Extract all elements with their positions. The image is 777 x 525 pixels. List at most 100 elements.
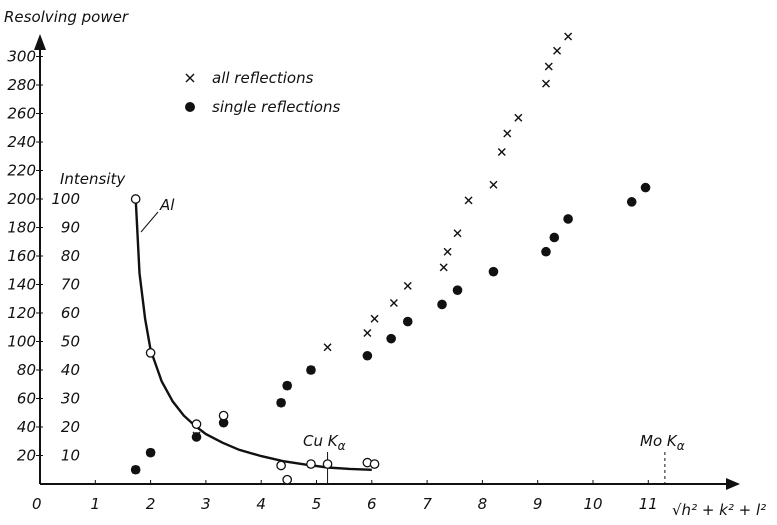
legend-label-single-reflections: single reflections (212, 98, 340, 116)
all-reflections-point (444, 248, 451, 255)
all-reflections-point (390, 300, 397, 307)
all-reflections-point (498, 148, 505, 155)
al-intensity-point (192, 420, 200, 428)
intensity-tick-label: 50 (61, 333, 80, 351)
single-reflections-point (549, 233, 559, 243)
intensity-tick-label: 100 (51, 190, 80, 208)
single-reflections-point (403, 317, 413, 327)
x-tick-label: 4 (256, 495, 266, 513)
intensity-tick-label: 90 (61, 219, 80, 237)
single-reflections-point (437, 300, 447, 310)
legend: all reflections single reflections (185, 69, 340, 116)
x-tick-label: 8 (478, 495, 488, 513)
x-tick-label: 5 (312, 495, 322, 513)
x-tick-label: 2 (146, 495, 156, 513)
all-reflections-point (490, 181, 497, 188)
al-fit-curve (136, 199, 372, 470)
x-axis-arrow (726, 478, 740, 490)
y-tick-label: 120 (7, 304, 36, 322)
single-reflections-point (306, 365, 316, 375)
all-reflections-point (565, 33, 572, 40)
intensity-tick-label: 10 (61, 447, 80, 465)
single-reflections-point (627, 197, 637, 207)
intensity-tick-label: 30 (61, 390, 80, 408)
al-intensity-point (219, 411, 227, 419)
y-tick-label: 240 (7, 133, 36, 151)
all-reflections-point (404, 282, 411, 289)
y-tick-label: 180 (7, 219, 36, 237)
y-tick-label: 260 (7, 105, 36, 123)
al-intensity-point (131, 195, 139, 203)
y-tick-label: 40 (17, 418, 36, 436)
x-tick-label: 0 (32, 495, 42, 513)
y-tick-label: 100 (7, 333, 36, 351)
x-tick-label: 1 (91, 495, 101, 513)
x-tick-label: 6 (367, 495, 377, 513)
intensity-tick-label: 80 (61, 247, 80, 265)
all-reflections-point (554, 47, 561, 54)
intensity-tick-label: 60 (61, 304, 80, 322)
y-tick-label: 280 (7, 76, 36, 94)
single-reflections-point (563, 214, 573, 224)
single-reflections-point (641, 183, 651, 193)
all-reflections-point (324, 344, 331, 351)
fit-curve-layer: Al (136, 196, 372, 470)
al-label-leader (141, 212, 158, 232)
y-tick-label: 300 (7, 48, 36, 66)
y-tick-label: 60 (17, 390, 36, 408)
x-tick-label: 9 (533, 495, 543, 513)
legend-symbol-single-reflections (185, 102, 195, 112)
al-intensity-point (283, 476, 291, 484)
al-intensity-point (323, 460, 331, 468)
x-axis-title: √h² + k² + l² (672, 501, 766, 519)
all-reflections-point (440, 264, 447, 271)
x-tick-label: 11 (639, 495, 658, 513)
single-reflections-point (146, 448, 156, 458)
x-tick-label: 7 (422, 495, 432, 513)
single-reflections-point (363, 351, 373, 361)
points-layer (131, 33, 650, 484)
all-reflections-point (454, 230, 461, 237)
y-tick-label: 200 (7, 190, 36, 208)
all-reflections-point (504, 130, 511, 137)
intensity-axis-title: Intensity (60, 170, 126, 188)
al-intensity-point (146, 349, 154, 357)
single-reflections-point (541, 247, 551, 257)
mo-k-alpha-label: Mo Kα (640, 432, 685, 453)
single-reflections-point (276, 398, 286, 408)
legend-symbol-all-reflections (186, 74, 194, 82)
single-reflections-point (131, 465, 141, 475)
al-curve-label: Al (159, 196, 175, 214)
all-reflections-point (371, 315, 378, 322)
y-tick-label: 140 (7, 276, 36, 294)
al-intensity-point (370, 460, 378, 468)
all-reflections-point (542, 80, 549, 87)
single-reflections-point (453, 285, 463, 295)
single-reflections-point (489, 267, 499, 277)
y-tick-label: 20 (17, 447, 36, 465)
all-reflections-point (515, 114, 522, 121)
y-tick-label: 160 (7, 247, 36, 265)
al-intensity-point (307, 460, 315, 468)
all-reflections-point (364, 329, 371, 336)
al-intensity-point (277, 461, 285, 469)
all-reflections-point (545, 63, 552, 70)
intensity-tick-label: 70 (61, 276, 80, 294)
y-tick-label: 80 (17, 361, 36, 379)
legend-label-all-reflections: all reflections (212, 69, 314, 87)
y-axis-title: Resolving power (4, 8, 129, 26)
cu-k-alpha-label: Cu Kα (303, 432, 346, 453)
x-tick-label: 3 (201, 495, 211, 513)
annotations: Cu Kα Mo Kα (303, 432, 685, 484)
single-reflections-point (282, 381, 292, 391)
mo-k-alpha-subscript: α (677, 439, 685, 453)
x-tick-label: 10 (583, 495, 602, 513)
all-reflections-point (465, 197, 472, 204)
cu-k-alpha-subscript: α (338, 439, 346, 453)
intensity-tick-label: 40 (61, 361, 80, 379)
y-tick-label: 220 (7, 162, 36, 180)
intensity-tick-label: 20 (61, 418, 80, 436)
single-reflections-point (192, 432, 202, 442)
single-reflections-point (386, 334, 396, 344)
